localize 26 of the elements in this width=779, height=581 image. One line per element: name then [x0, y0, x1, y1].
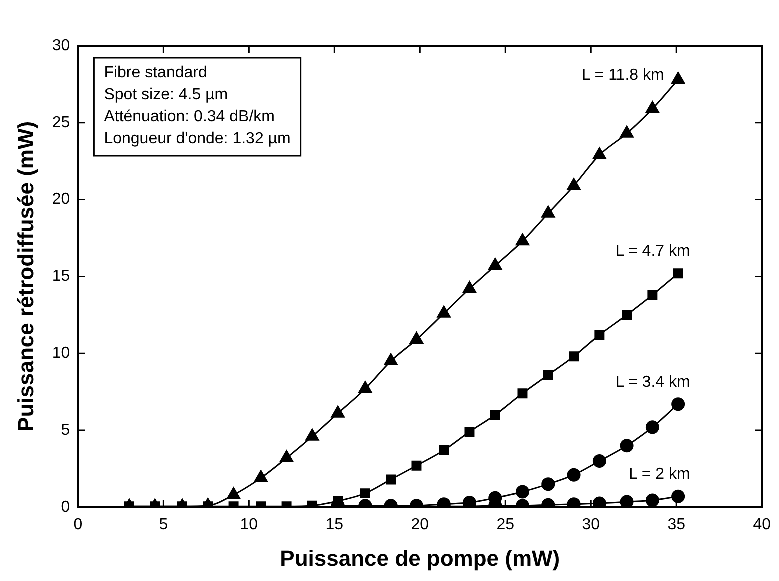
y-axis-title: Puissance rétrodiffusée (mW)	[13, 121, 38, 432]
x-tick-label: 35	[668, 516, 686, 534]
x-tick-label: 25	[496, 516, 515, 534]
annotation: Spot size: 4.5 µm	[104, 86, 228, 104]
x-axis-title: Puissance de pompe (mW)	[280, 546, 560, 571]
y-tick-label: 20	[52, 191, 70, 208]
x-tick-label: 30	[582, 516, 600, 534]
x-tick-label: 5	[159, 516, 168, 534]
series-label: L = 3.4 km	[616, 374, 690, 391]
series-label: L = 2 km	[629, 466, 690, 484]
x-tick-label: 10	[240, 516, 258, 534]
x-tick-label: 15	[326, 516, 344, 534]
y-tick-label: 10	[52, 345, 70, 362]
annotation: Atténuation: 0.34 dB/km	[104, 108, 275, 126]
x-tick-label: 20	[411, 516, 430, 534]
y-tick-label: 5	[61, 422, 70, 439]
y-tick-label: 0	[61, 498, 70, 516]
annotation: Fibre standard	[104, 64, 208, 82]
x-tick-label: 0	[74, 516, 83, 534]
y-tick-label: 30	[52, 37, 70, 54]
legend-label: L = 11.8 km	[582, 67, 664, 84]
y-tick-label: 25	[52, 114, 70, 132]
series-label: L = 4.7 km	[616, 243, 690, 260]
x-tick-label: 40	[753, 516, 772, 534]
annotation: Longueur d'onde: 1.32 µm	[104, 130, 291, 148]
y-tick-label: 15	[52, 268, 70, 286]
